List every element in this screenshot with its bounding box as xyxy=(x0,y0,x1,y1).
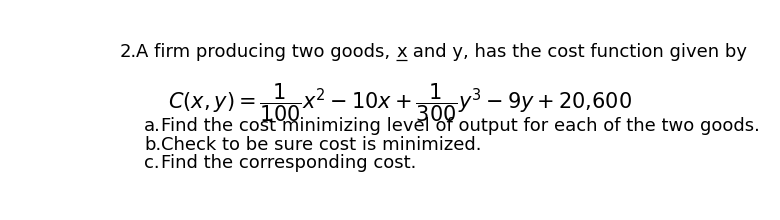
Text: a.: a. xyxy=(144,117,161,135)
Text: b.: b. xyxy=(144,136,161,154)
Text: and y, has the cost function given by: and y, has the cost function given by xyxy=(406,43,746,61)
Text: A firm producing two goods,: A firm producing two goods, xyxy=(136,43,396,61)
Text: 2.: 2. xyxy=(119,43,136,61)
Text: $C(x, y) = \dfrac{1}{100}x^2 - 10x + \dfrac{1}{300}y^3 - 9y + 20{,}600$: $C(x, y) = \dfrac{1}{100}x^2 - 10x + \df… xyxy=(168,82,632,124)
Text: x: x xyxy=(396,43,406,61)
Text: c.: c. xyxy=(144,154,160,172)
Text: Find the cost minimizing level of output for each of the two goods.: Find the cost minimizing level of output… xyxy=(161,117,760,135)
Text: Check to be sure cost is minimized.: Check to be sure cost is minimized. xyxy=(161,136,481,154)
Text: Find the corresponding cost.: Find the corresponding cost. xyxy=(161,154,417,172)
